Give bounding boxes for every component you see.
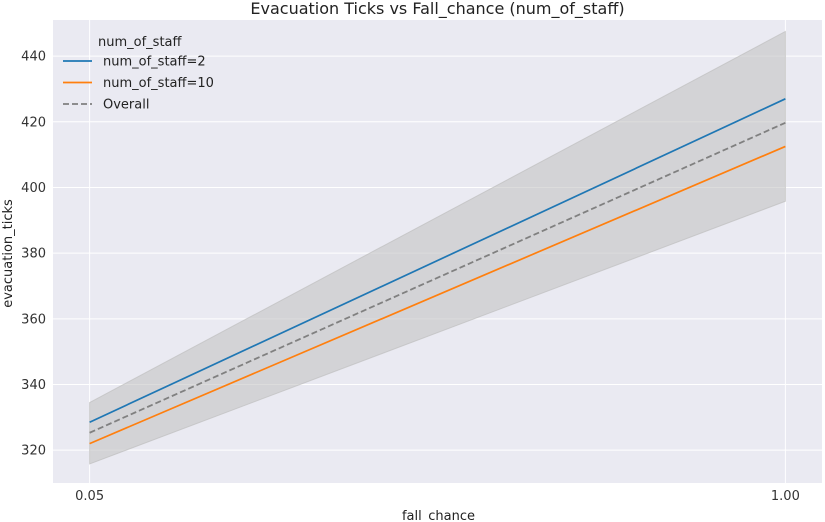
y-tick-label: 360 (21, 312, 46, 327)
x-tick-label: 1.00 (771, 489, 800, 504)
y-tick-label: 320 (21, 444, 46, 459)
chart-title: Evacuation Ticks vs Fall_chance (num_of_… (250, 0, 624, 19)
legend-label-2: Overall (103, 98, 149, 113)
y-tick-label: 420 (21, 115, 46, 130)
y-tick-label: 340 (21, 378, 46, 393)
legend-title: num_of_staff (98, 35, 183, 50)
legend-label-0: num_of_staff=2 (103, 55, 206, 70)
series-line-2 (89, 121, 786, 434)
y-tick-label: 380 (21, 247, 46, 262)
x-tick-label: 0.05 (75, 489, 104, 504)
legend: num_of_staff num_of_staff=2 num_of_staff=… (63, 35, 214, 113)
y-tick-label: 400 (21, 181, 46, 196)
y-tick-label: 440 (21, 50, 46, 65)
y-axis-label: evacuation_ticks (1, 199, 16, 308)
y-axis-ticks: 320 340 360 380 400 420 440 (21, 50, 46, 459)
x-axis-label: fall_chance (402, 509, 475, 522)
series-line-0 (89, 98, 786, 424)
series-lines (89, 98, 786, 445)
legend-label-1: num_of_staff=10 (103, 76, 214, 91)
x-axis-ticks: 0.05 1.00 (75, 489, 800, 504)
series-line-1 (89, 145, 786, 445)
